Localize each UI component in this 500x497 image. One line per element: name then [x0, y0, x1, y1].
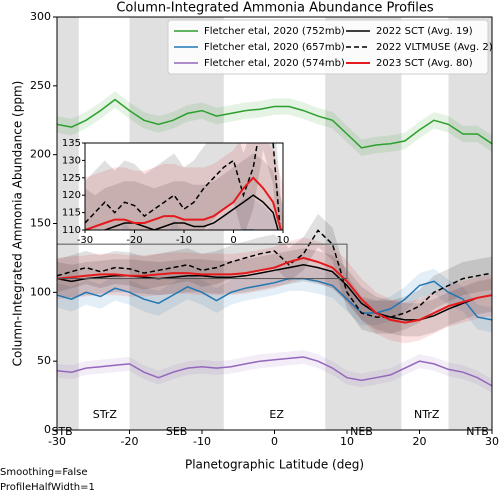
x-axis-label: Planetographic Latitude (deg) — [185, 458, 364, 472]
series-line — [57, 229, 492, 318]
inset-y-tick-label: 130 — [62, 155, 81, 166]
inset-x-tick-label: -30 — [77, 235, 93, 246]
region-label: STrZ — [93, 408, 118, 421]
y-tick-label: 300 — [30, 10, 51, 23]
plot-area — [57, 91, 492, 393]
x-tick-label: 30 — [485, 435, 499, 448]
y-tick-label: 50 — [37, 354, 51, 367]
legend-box — [167, 19, 489, 75]
inset-y-tick-label: 135 — [62, 138, 81, 149]
region-label: NTrZ — [414, 408, 440, 421]
inset-x-tick-label: 10 — [277, 235, 290, 246]
series-line — [85, 176, 283, 230]
series-line — [85, 143, 281, 230]
x-tick-label: 20 — [413, 435, 427, 448]
region-shade — [448, 17, 492, 430]
region-label: EZ — [269, 408, 284, 421]
series-line — [57, 256, 492, 324]
legend-label: 2022 SCT (Avg. 19) — [376, 26, 473, 37]
x-tick-label: -10 — [193, 435, 211, 448]
x-tick-label: 10 — [340, 435, 354, 448]
note: ProfileHalfWidth=1 — [0, 482, 95, 493]
legend-label: Fletcher etal, 2020 (657mb) — [204, 42, 345, 53]
region-label: NEB — [350, 425, 373, 438]
y-tick-label: 0 — [44, 423, 51, 436]
series-line — [57, 277, 492, 321]
region-shade — [57, 17, 79, 430]
inset-background — [85, 143, 283, 230]
y-tick-label: 100 — [30, 285, 51, 298]
inset-x-tick-label: 0 — [230, 235, 236, 246]
y-tick-label: 150 — [30, 217, 51, 230]
x-tick-label: -30 — [48, 435, 66, 448]
x-tick-label: 0 — [271, 435, 278, 448]
inset-plot — [85, 143, 283, 230]
legend-label: 2023 SCT (Avg. 80) — [376, 58, 473, 69]
inset-y-tick-label: 110 — [62, 225, 81, 236]
uncertainty-band — [57, 213, 492, 334]
legend-label: Fletcher etal, 2020 (752mb) — [204, 26, 345, 37]
inset-x-tick-label: -20 — [126, 235, 142, 246]
region-label: NTB — [466, 425, 489, 438]
uncertainty-band — [85, 143, 283, 230]
inset-y-tick-label: 115 — [62, 208, 81, 219]
x-tick-label: -20 — [121, 435, 139, 448]
legend-label: 2022 VLTMUSE (Avg. 2) — [376, 42, 493, 53]
inset-y-tick-label: 120 — [62, 190, 81, 201]
legend-label: Fletcher etal, 2020 (574mb) — [204, 58, 345, 69]
uncertainty-band — [57, 91, 492, 156]
y-tick-label: 200 — [30, 148, 51, 161]
series-line — [57, 98, 492, 149]
note: Smoothing=False — [0, 467, 88, 478]
uncertainty-band — [57, 350, 492, 393]
series-line — [57, 356, 492, 387]
y-tick-label: 250 — [30, 79, 51, 92]
inset-x-tick-label: -10 — [176, 235, 192, 246]
chart-title: Column-Integrated Ammonia Abundance Prof… — [116, 1, 434, 16]
inset-y-tick-label: 125 — [62, 173, 81, 184]
region-shade — [325, 17, 402, 430]
y-axis-label: Column-Integrated Ammonia Abundance (ppm… — [11, 81, 25, 367]
uncertainty-band — [85, 153, 283, 230]
region-label: SEB — [166, 425, 187, 438]
